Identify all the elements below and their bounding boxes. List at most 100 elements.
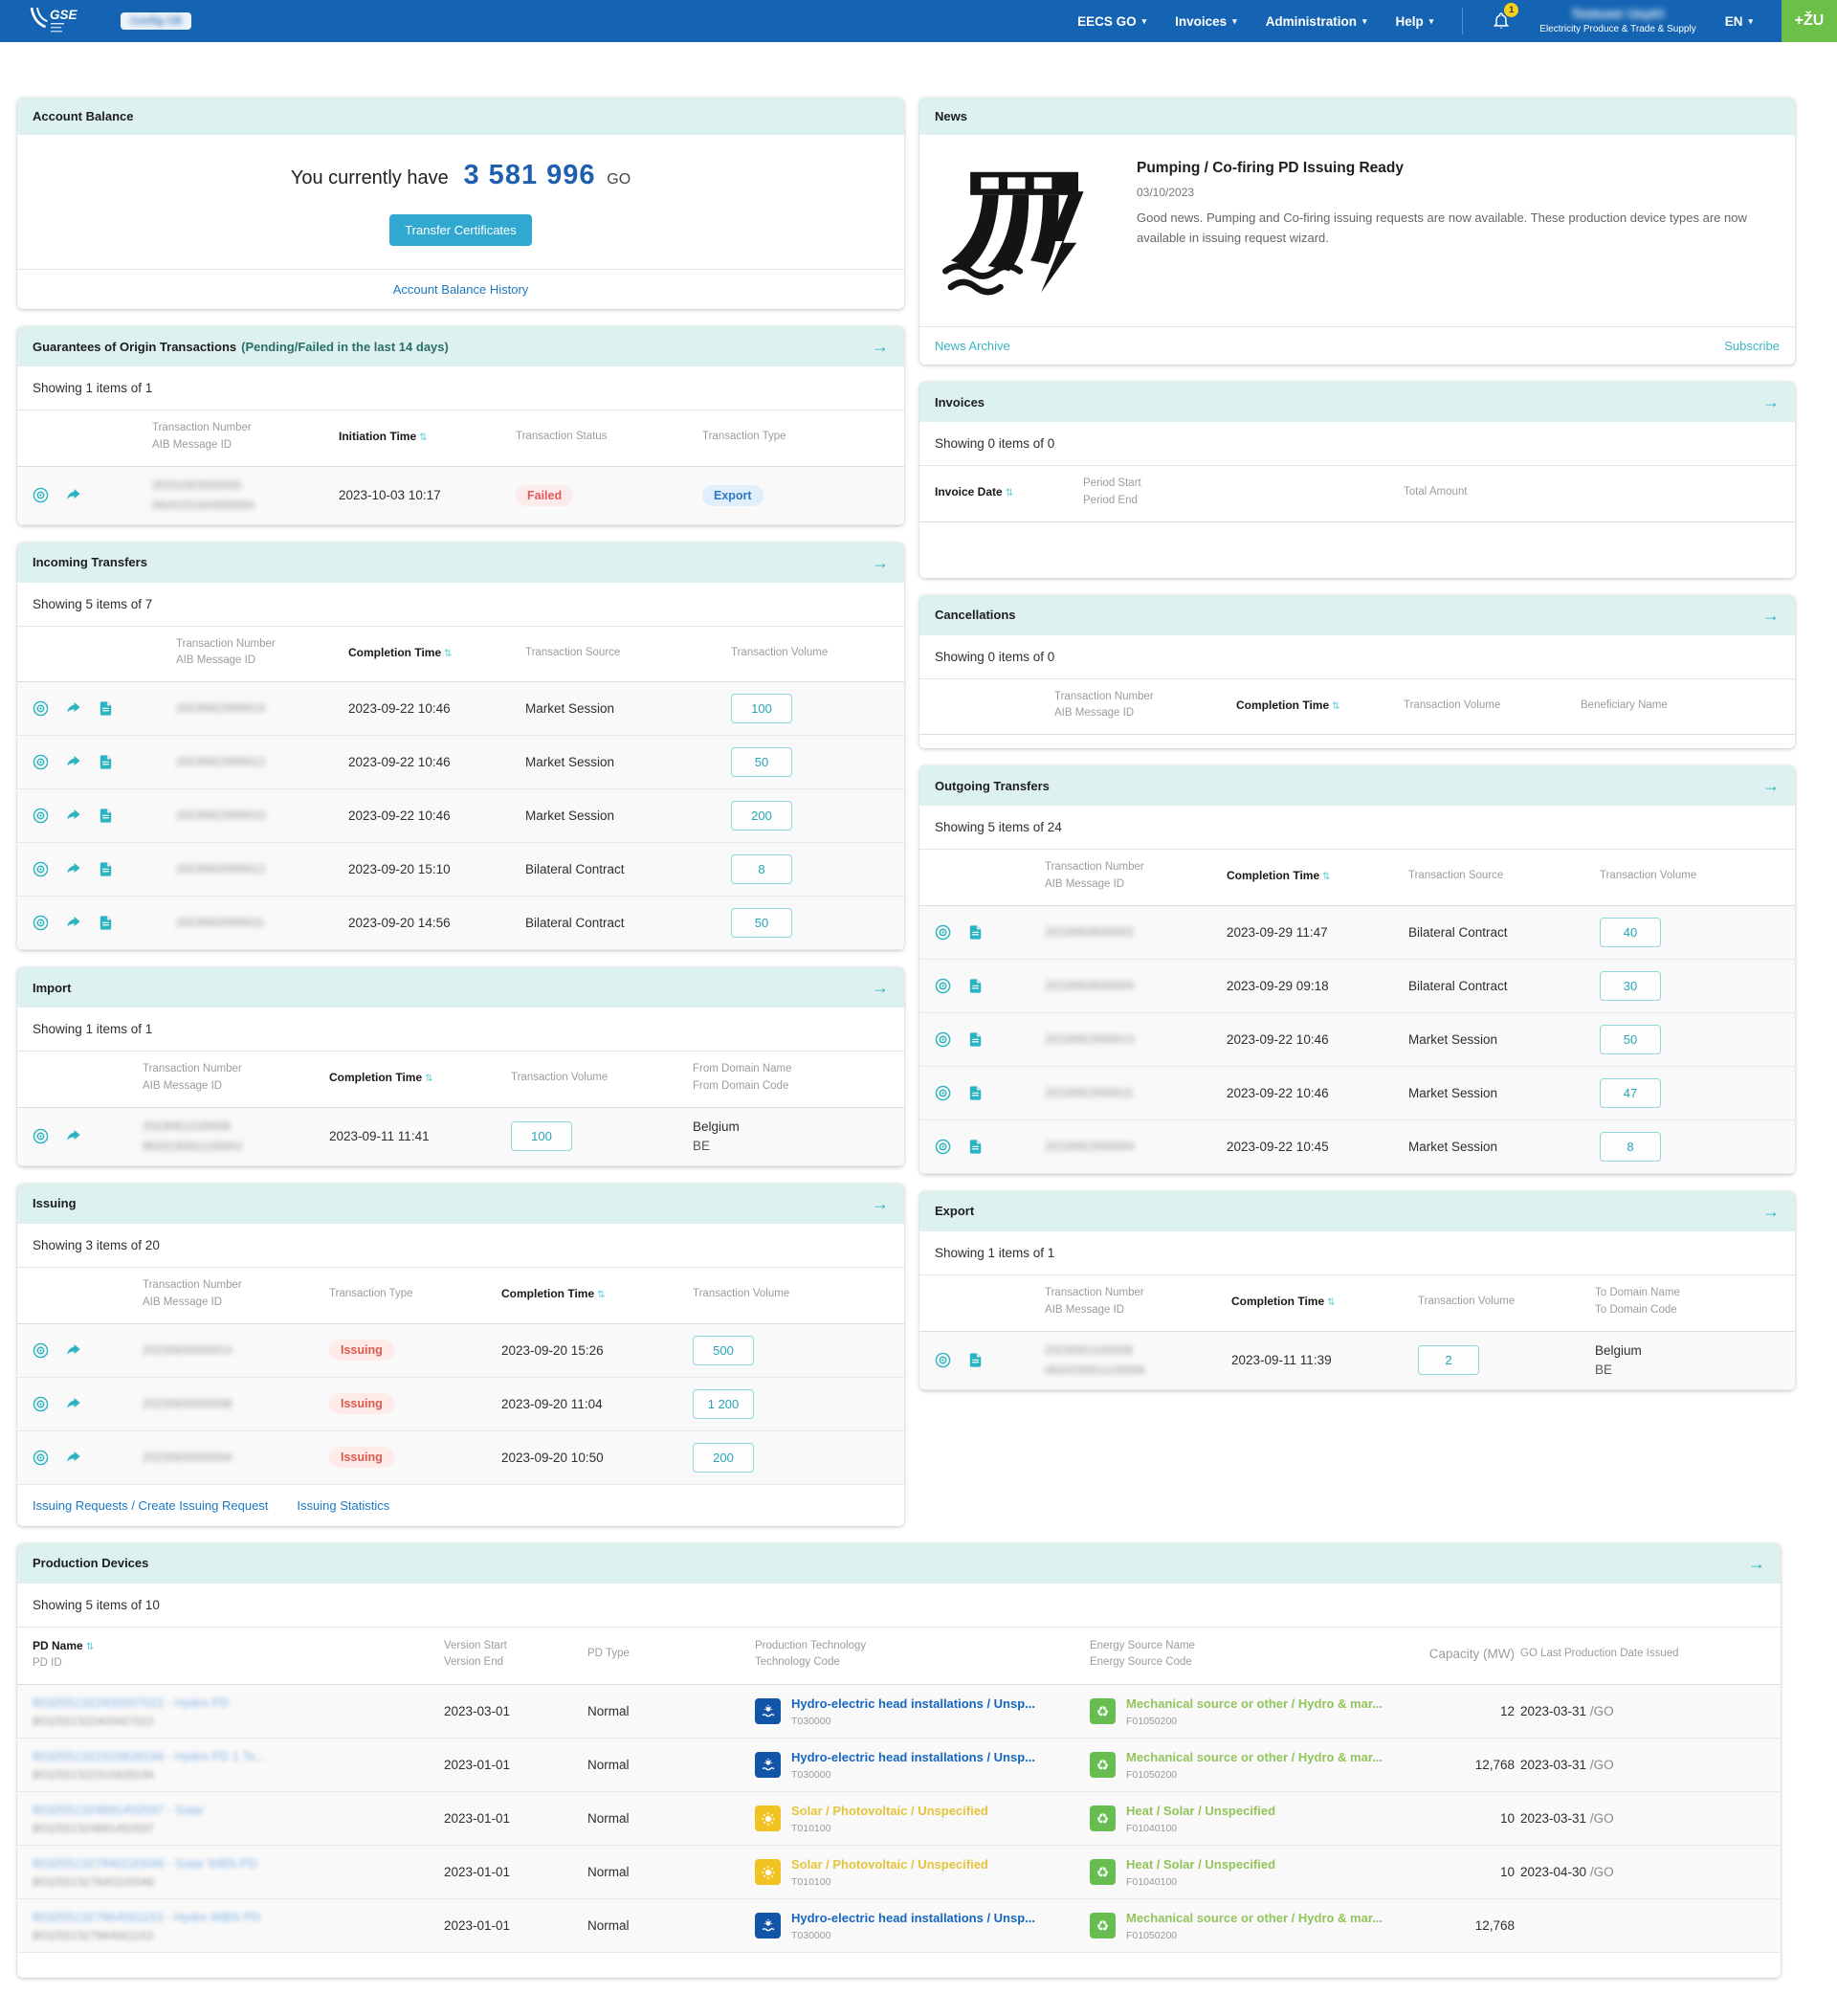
notifications-bell-icon[interactable]: 1	[1492, 11, 1511, 32]
view-details-icon[interactable]	[33, 754, 49, 770]
language-selector[interactable]: EN▾	[1725, 14, 1753, 29]
open-panel-arrow-icon[interactable]: →	[872, 338, 889, 355]
cancellations-panel: Cancellations → Showing 0 items of 0 Tra…	[919, 595, 1795, 749]
sort-icon[interactable]: ⇅	[597, 1290, 605, 1300]
open-panel-arrow-icon[interactable]: →	[1762, 1203, 1780, 1220]
view-details-icon[interactable]	[935, 1031, 951, 1048]
open-panel-arrow-icon[interactable]: →	[872, 979, 889, 996]
sort-icon[interactable]: ⇅	[1322, 872, 1330, 882]
subscribe-link[interactable]: Subscribe	[1724, 339, 1780, 353]
sort-icon[interactable]: ⇅	[1006, 488, 1013, 498]
document-icon[interactable]	[967, 924, 984, 941]
pd-name-link[interactable]: 8032551324891450597 - Solar	[33, 1803, 444, 1817]
share-transaction-icon[interactable]	[65, 700, 81, 717]
sort-icon[interactable]: ⇅	[425, 1074, 432, 1084]
view-details-icon[interactable]	[935, 978, 951, 994]
view-details-icon[interactable]	[33, 1128, 49, 1144]
account-balance-panel: Account Balance You currently have 3 581…	[17, 98, 904, 309]
menu-eecs-go[interactable]: EECS GO▾	[1077, 14, 1146, 29]
issuing-requests-link[interactable]: Issuing Requests / Create Issuing Reques…	[33, 1498, 268, 1513]
status-badge: Failed	[516, 485, 573, 506]
table-row: 8032551322400007022 - Hydro PD 803255132…	[17, 1685, 1781, 1739]
open-panel-arrow-icon[interactable]: →	[872, 554, 889, 571]
view-details-icon[interactable]	[33, 1342, 49, 1359]
capacity-mw: 12	[1425, 1704, 1520, 1718]
sort-completion-time[interactable]: Completion Time	[1231, 1295, 1324, 1308]
share-transaction-icon[interactable]	[65, 808, 81, 824]
share-transaction-icon[interactable]	[65, 754, 81, 770]
share-transaction-icon[interactable]	[65, 861, 81, 877]
sort-completion-time[interactable]: Completion Time	[1236, 698, 1329, 712]
sort-icon[interactable]: ⇅	[86, 1642, 94, 1652]
sort-pd-name[interactable]: PD Name	[33, 1639, 83, 1652]
sort-completion-time[interactable]: Completion Time	[501, 1287, 594, 1300]
menu-help[interactable]: Help▾	[1395, 14, 1433, 29]
add-user-button[interactable]: +ŽU	[1782, 0, 1837, 42]
view-details-icon[interactable]	[935, 1085, 951, 1101]
open-panel-arrow-icon[interactable]: →	[1748, 1555, 1765, 1572]
user-menu[interactable]: Testuser Usytri Electricity Produce & Tr…	[1539, 6, 1695, 36]
transfer-certificates-button[interactable]: Transfer Certificates	[389, 214, 532, 246]
share-transaction-icon[interactable]	[65, 915, 81, 931]
sort-icon[interactable]: ⇅	[419, 432, 427, 443]
document-icon[interactable]	[967, 1139, 984, 1155]
document-icon[interactable]	[967, 1085, 984, 1101]
share-transaction-icon[interactable]	[65, 487, 81, 503]
sort-completion-time[interactable]: Completion Time	[348, 646, 441, 659]
document-icon[interactable]	[98, 754, 114, 770]
open-panel-arrow-icon[interactable]: →	[872, 1195, 889, 1212]
menu-administration[interactable]: Administration▾	[1266, 14, 1367, 29]
view-details-icon[interactable]	[33, 1396, 49, 1412]
menu-invoices[interactable]: Invoices▾	[1175, 14, 1237, 29]
pd-name-link[interactable]: 8032551322315828194 - Hydro PD 1 Ts...	[33, 1749, 444, 1763]
pd-name-link[interactable]: 8032551322400007022 - Hydro PD	[33, 1695, 444, 1710]
account-balance-history-link[interactable]: Account Balance History	[393, 282, 529, 297]
view-details-icon[interactable]	[33, 861, 49, 877]
initiation-time: 2023-10-03 10:17	[339, 488, 516, 502]
document-icon[interactable]	[98, 861, 114, 877]
open-panel-arrow-icon[interactable]: →	[1762, 777, 1780, 794]
issuing-statistics-link[interactable]: Issuing Statistics	[297, 1498, 389, 1513]
panel-title: Incoming Transfers	[33, 555, 147, 569]
document-icon[interactable]	[98, 700, 114, 717]
sort-completion-time[interactable]: Completion Time	[329, 1071, 422, 1084]
view-details-icon[interactable]	[935, 924, 951, 941]
share-transaction-icon[interactable]	[65, 1450, 81, 1466]
document-icon[interactable]	[967, 978, 984, 994]
sort-icon[interactable]: ⇅	[1327, 1297, 1335, 1308]
open-panel-arrow-icon[interactable]: →	[1762, 607, 1780, 624]
environment-badge: Config CB	[121, 12, 191, 30]
from-domain: BelgiumBE	[693, 1118, 889, 1155]
transaction-volume: 2	[1418, 1345, 1479, 1375]
sort-icon[interactable]: ⇅	[444, 649, 452, 659]
view-details-icon[interactable]	[935, 1352, 951, 1368]
panel-title: Production Devices	[33, 1556, 148, 1570]
pd-name-link[interactable]: 8032551327964561153 - Hydro WBN PD	[33, 1910, 444, 1924]
view-details-icon[interactable]	[935, 1139, 951, 1155]
document-icon[interactable]	[967, 1031, 984, 1048]
view-details-icon[interactable]	[33, 1450, 49, 1466]
view-details-icon[interactable]	[33, 487, 49, 503]
go-last-production-date: 2023-04-30 /GO	[1520, 1865, 1765, 1879]
table-header: Transaction NumberAIB Message ID Complet…	[919, 850, 1795, 906]
share-transaction-icon[interactable]	[65, 1128, 81, 1144]
share-transaction-icon[interactable]	[65, 1396, 81, 1412]
pd-name-link[interactable]: 8032551327840220048 - Solar WBN PD	[33, 1856, 444, 1871]
sort-completion-time[interactable]: Completion Time	[1227, 869, 1319, 882]
document-icon[interactable]	[98, 915, 114, 931]
transaction-volume: 8	[1600, 1132, 1661, 1162]
view-details-icon[interactable]	[33, 915, 49, 931]
sort-invoice-date[interactable]: Invoice Date	[935, 485, 1003, 498]
sort-icon[interactable]: ⇅	[1332, 701, 1339, 712]
document-icon[interactable]	[98, 808, 114, 824]
view-details-icon[interactable]	[33, 700, 49, 717]
view-details-icon[interactable]	[33, 808, 49, 824]
sort-initiation-time[interactable]: Initiation Time	[339, 430, 416, 443]
incoming-transfers-panel: Incoming Transfers → Showing 5 items of …	[17, 543, 904, 951]
document-icon[interactable]	[967, 1352, 984, 1368]
technology-code: T030000	[791, 1930, 1035, 1941]
technology-code: T030000	[791, 1716, 1035, 1727]
share-transaction-icon[interactable]	[65, 1342, 81, 1359]
open-panel-arrow-icon[interactable]: →	[1762, 393, 1780, 410]
news-archive-link[interactable]: News Archive	[935, 339, 1010, 353]
